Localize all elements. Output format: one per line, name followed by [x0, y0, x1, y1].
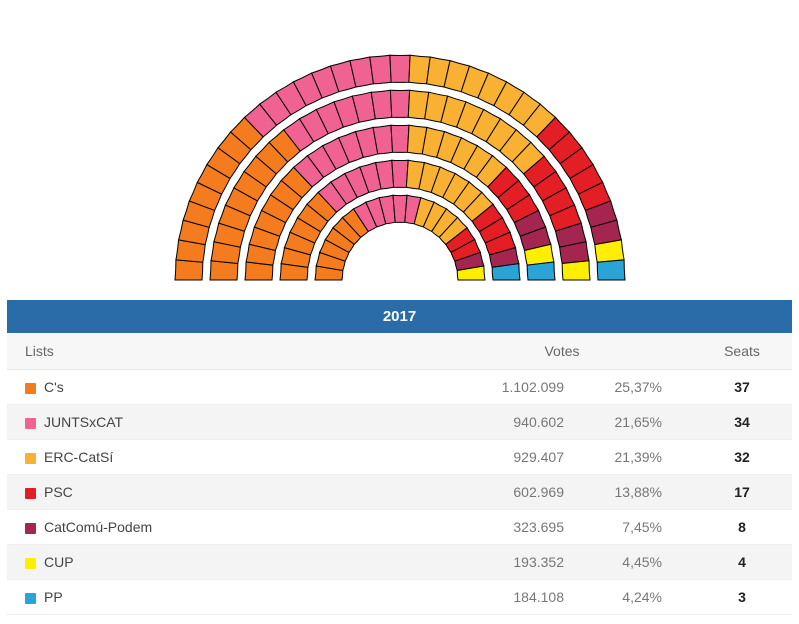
party-votes: 940.602	[432, 405, 572, 440]
party-pct: 4,24%	[572, 580, 692, 615]
seat	[210, 261, 238, 280]
table-row: JUNTSxCAT 940.60221,65%34	[7, 405, 792, 440]
party-votes: 929.407	[432, 440, 572, 475]
party-seats: 32	[692, 440, 792, 475]
party-pct: 7,45%	[572, 510, 692, 545]
party-name: JUNTSxCAT	[44, 414, 123, 430]
year-header: 2017	[7, 300, 792, 333]
party-pct: 25,37%	[572, 370, 692, 405]
party-swatch	[25, 593, 36, 604]
party-votes: 184.108	[432, 580, 572, 615]
party-cell: PP	[7, 580, 432, 615]
party-cell: C's	[7, 370, 432, 405]
party-pct: 21,39%	[572, 440, 692, 475]
results-table: Lists Votes Seats C's1.102.09925,37%37JU…	[7, 333, 792, 615]
party-seats: 8	[692, 510, 792, 545]
seat	[527, 262, 555, 280]
hemicycle-svg	[120, 5, 680, 295]
party-seats: 17	[692, 475, 792, 510]
party-name: PP	[44, 589, 63, 605]
party-seats: 34	[692, 405, 792, 440]
party-swatch	[25, 383, 36, 394]
party-swatch	[25, 453, 36, 464]
table-row: PSC 602.96913,88%17	[7, 475, 792, 510]
party-votes: 323.695	[432, 510, 572, 545]
party-name: PSC	[44, 484, 73, 500]
hemicycle-chart	[0, 0, 799, 300]
seat	[562, 261, 590, 280]
col-seats: Seats	[692, 333, 792, 370]
party-cell: JUNTSxCAT	[7, 405, 432, 440]
seat	[175, 260, 203, 280]
table-row: PP 184.1084,24%3	[7, 580, 792, 615]
seat	[389, 55, 409, 82]
seat	[391, 160, 407, 187]
seat	[371, 90, 392, 119]
seat	[390, 125, 408, 152]
party-seats: 3	[692, 580, 792, 615]
party-cell: PSC	[7, 475, 432, 510]
seat	[597, 260, 625, 280]
party-votes: 1.102.099	[432, 370, 572, 405]
party-cell: CUP	[7, 545, 432, 580]
col-lists: Lists	[7, 333, 432, 370]
party-pct: 4,45%	[572, 545, 692, 580]
party-seats: 4	[692, 545, 792, 580]
party-pct: 13,88%	[572, 475, 692, 510]
party-name: CUP	[44, 554, 74, 570]
party-seats: 37	[692, 370, 792, 405]
party-cell: CatComú-Podem	[7, 510, 432, 545]
party-name: CatComú-Podem	[44, 519, 152, 535]
party-name: C's	[44, 379, 64, 395]
party-swatch	[25, 558, 36, 569]
year-label: 2017	[383, 308, 416, 325]
seat	[390, 90, 409, 117]
table-row: C's 1.102.09925,37%37	[7, 370, 792, 405]
party-votes: 602.969	[432, 475, 572, 510]
seat	[369, 55, 390, 84]
table-row: CUP 193.3524,45%4	[7, 545, 792, 580]
party-swatch	[25, 488, 36, 499]
results-table-wrap: 2017 Lists Votes Seats C's 1.102.09925,37…	[7, 300, 792, 615]
party-pct: 21,65%	[572, 405, 692, 440]
table-row: CatComú-Podem 323.6957,45%8	[7, 510, 792, 545]
col-votes: Votes	[432, 333, 692, 370]
party-cell: ERC-CatSí	[7, 440, 432, 475]
party-votes: 193.352	[432, 545, 572, 580]
party-name: ERC-CatSí	[44, 449, 113, 465]
table-row: ERC-CatSí 929.40721,39%32	[7, 440, 792, 475]
party-swatch	[25, 418, 36, 429]
party-swatch	[25, 523, 36, 534]
